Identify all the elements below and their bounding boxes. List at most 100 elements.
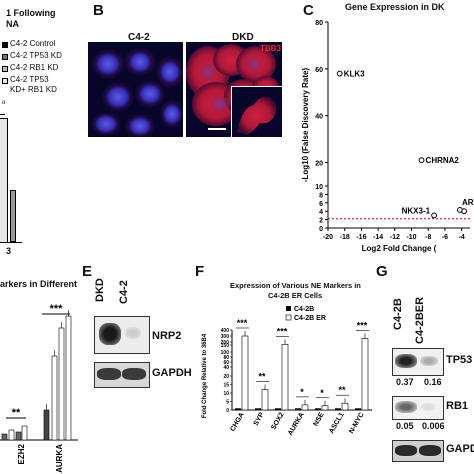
blot-gapdh	[94, 362, 150, 388]
panel-a-xlabel: 3	[6, 246, 12, 256]
sig-mark: ***	[277, 326, 288, 336]
point-label: NKX3-1	[402, 206, 431, 215]
band	[99, 323, 121, 345]
micrograph-c4-2	[88, 42, 183, 137]
inset-image	[237, 96, 277, 135]
panel-f-letter: F	[195, 263, 205, 280]
bar-er	[301, 404, 309, 411]
micrograph-inset	[231, 86, 282, 137]
panel-a: 1 Following NA C4-2 Control C4-2 TP53 KD…	[0, 0, 80, 256]
data-point	[461, 208, 468, 215]
band	[125, 327, 141, 339]
panel-b-left-label: C4-2	[128, 32, 150, 43]
lane-label: C4-2	[118, 280, 130, 304]
bar	[65, 315, 72, 441]
scale-bar	[208, 128, 226, 130]
sig-mark: *	[300, 387, 304, 397]
bar-short	[10, 190, 16, 242]
panel-e-lane-label-dkd: DKD	[94, 276, 114, 310]
panel-d-chart: *****EZH2 AURKA	[0, 303, 78, 473]
category-label: EZH2	[17, 443, 26, 464]
y-axis-label: -Log10 (False Discovery Rate)	[301, 68, 310, 183]
bar-control	[295, 408, 301, 410]
y-tick-label: 15	[223, 383, 229, 389]
panel-a-title-line2: NA	[6, 19, 19, 29]
bar-control	[255, 408, 261, 410]
bar-er	[321, 405, 329, 411]
band	[420, 403, 436, 411]
bar	[43, 409, 50, 441]
bar	[8, 429, 15, 441]
y-tick-label: 20	[223, 374, 229, 380]
x-tick-label: -6	[442, 234, 448, 241]
blot-label-rb1: RB1	[446, 400, 469, 412]
category-label: N-MYC	[348, 412, 366, 435]
y-tick-label: 6	[319, 201, 323, 208]
category-label: AURKA	[287, 412, 306, 437]
bar-er	[341, 402, 349, 411]
point-label: AR	[462, 198, 474, 207]
panel-c-letter: C	[303, 2, 314, 19]
bar-er	[241, 335, 249, 411]
panel-d-title: arkers in Different	[0, 279, 78, 289]
legend-label: C4-2 TP53	[10, 75, 49, 84]
blot-label-nrp2: NRP2	[152, 330, 182, 342]
data-point	[336, 70, 343, 77]
y-tick-label: 400	[221, 328, 230, 334]
bar	[1, 433, 8, 441]
blot-tp53	[392, 348, 444, 376]
legend-swatch	[286, 306, 291, 311]
panel-a-title-line1: 1 Following	[6, 8, 56, 18]
category-label: SOX2	[270, 411, 285, 431]
y-tick-label: 5	[226, 400, 229, 406]
panel-e-letter: E	[82, 263, 93, 280]
category-label: NSE	[312, 411, 325, 427]
legend-swatch	[2, 54, 8, 60]
blot-label-gapdh-g: GAPD	[446, 443, 474, 455]
panel-g-letter: G	[376, 263, 388, 280]
panel-g-lane-label-c42b: C4-2B	[392, 298, 412, 330]
category-label: ASCL1	[328, 411, 346, 434]
y-tick-label: 60	[223, 360, 229, 366]
y-tick-label: 0	[319, 226, 323, 233]
y-tick-label: 0	[226, 408, 229, 414]
y-axis-label: Fold Change Relative to 36B4	[202, 333, 208, 418]
panel-f-title-line1: Expression of Various NE Markers in	[230, 281, 361, 290]
panel-b-stain-label: TBB3	[260, 44, 281, 53]
legend-swatch	[285, 314, 292, 321]
point-label: KLK3	[344, 70, 365, 79]
y-tick-label: 40	[315, 114, 323, 121]
sig-mark: **	[12, 407, 21, 419]
panel-f-title-line2: C4-2B ER Cells	[268, 291, 323, 300]
sig-mark: ***	[237, 318, 248, 328]
y-tick-label: 8	[319, 192, 323, 199]
panel-b-letter: B	[93, 2, 104, 19]
y-tick-label: 100	[221, 350, 230, 356]
blot-label-gapdh: GAPDH	[152, 367, 192, 379]
y-tick-label: 2	[319, 218, 323, 225]
x-tick-label: -14	[373, 234, 383, 241]
sig-mark: ***	[357, 320, 368, 330]
error-bar	[0, 114, 5, 119]
band	[122, 368, 146, 380]
y-tick-label: 150	[221, 343, 230, 349]
bar-er	[281, 344, 289, 411]
y-tick-label: 60	[315, 67, 323, 74]
panel-b-right-label: DKD	[232, 32, 254, 43]
legend-swatch	[2, 42, 8, 48]
bar-control	[235, 408, 241, 410]
legend-label: C4-2B ER	[294, 315, 326, 322]
micrograph-dkd	[186, 42, 282, 137]
blot-label-tp53: TP53	[446, 354, 473, 366]
sig-mark: **	[338, 385, 346, 395]
bar-er	[261, 389, 269, 411]
sig-mark: **	[258, 372, 266, 382]
bar	[51, 355, 58, 441]
y-tick-label: 20	[315, 161, 323, 168]
bar-control	[335, 408, 341, 410]
rb1-value-2: 0.006	[422, 421, 445, 431]
legend-label: C4-2 Control	[10, 39, 56, 48]
x-tick-label: -16	[356, 234, 366, 241]
rb1-value-1: 0.05	[396, 421, 414, 431]
category-label: AURKA	[55, 444, 64, 473]
